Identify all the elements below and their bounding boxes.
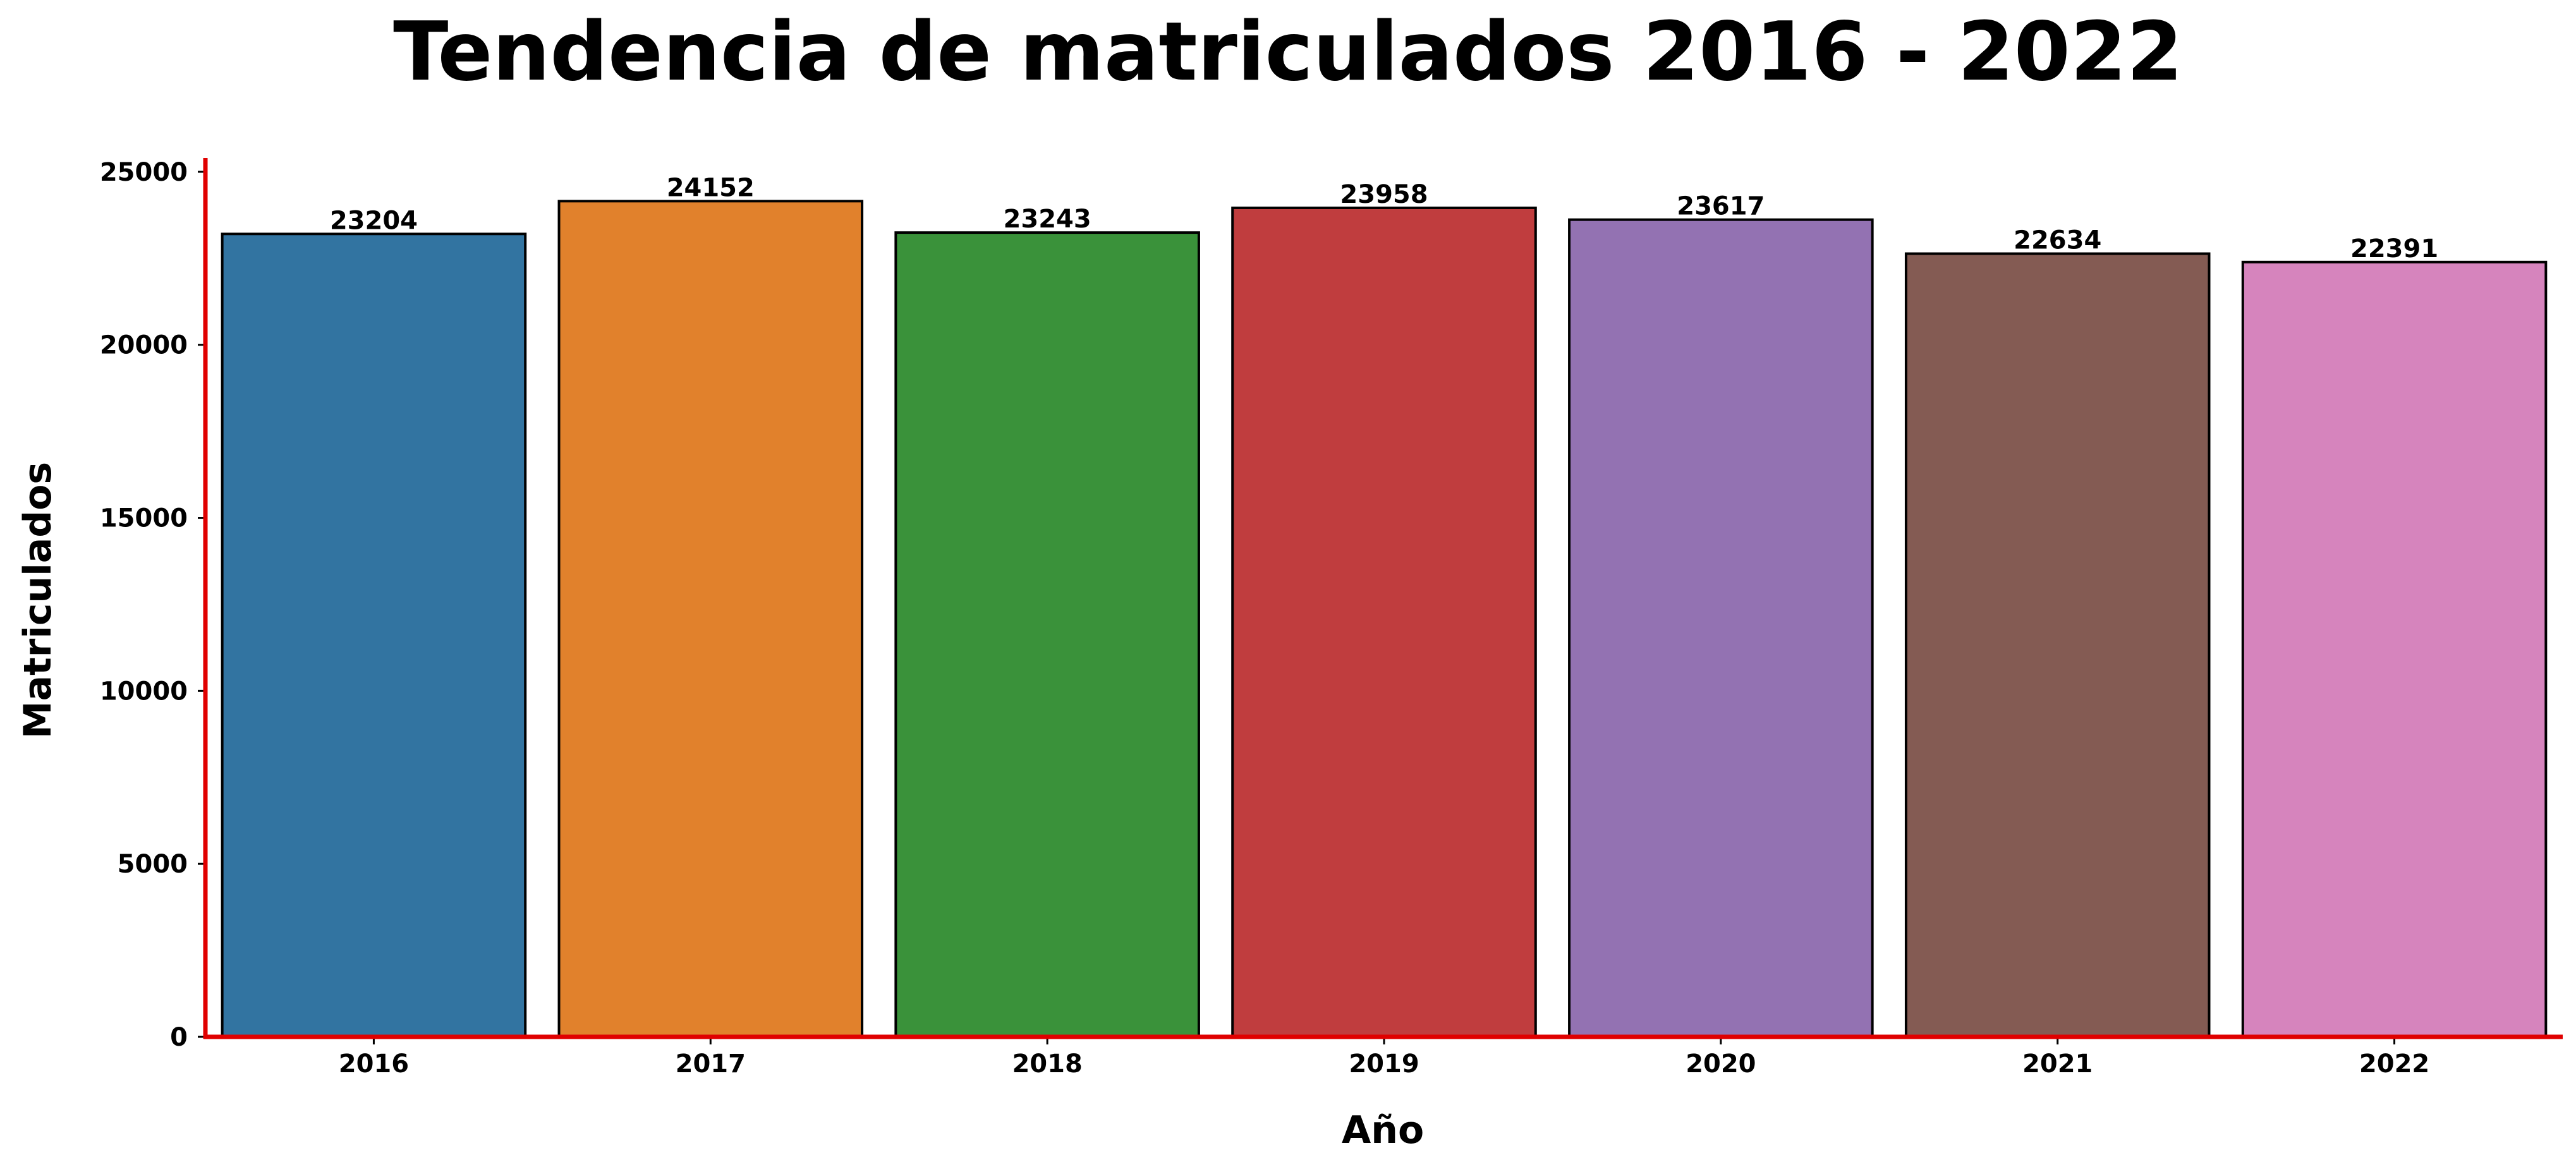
x-tick-label-2020: 2020 [1686,1049,1756,1079]
bar-2021 [1904,252,2211,1039]
y-tick-label-10000: 10000 [100,677,188,706]
bars-layer [221,200,2548,1039]
bar-2018 [894,231,1200,1038]
x-axis-title: Año [1342,1108,1424,1152]
bar-2017 [557,200,864,1038]
y-tick-label-5000: 5000 [118,850,188,879]
x-tick-label-2018: 2018 [1012,1049,1082,1079]
x-tick-label-2022: 2022 [2359,1049,2429,1079]
bar-value-label-2020: 23617 [1677,192,1765,221]
bar-value-label-2018: 23243 [1004,205,1091,234]
bar-value-label-2016: 23204 [330,206,418,235]
bar-labels-layer: 23204 24152 23243 23958 23617 22634 22391 [330,173,2438,263]
x-tick-label-2016: 2016 [339,1049,409,1079]
chart-title: Tendencia de matriculados 2016 - 2022 [393,5,2183,99]
x-tick-label-2017: 2017 [676,1049,746,1079]
y-tick-label-15000: 15000 [100,504,188,533]
y-tick-label-20000: 20000 [100,331,188,360]
bar-2022 [2241,260,2548,1039]
x-axis-ticks: 2016 2017 2018 2019 2020 2021 2022 [339,1037,2429,1079]
y-axis-title: Matriculados [16,462,60,739]
bar-2020 [1568,218,1874,1039]
bar-value-label-2019: 23958 [1340,180,1428,209]
x-tick-label-2019: 2019 [1349,1049,1419,1079]
bar-value-label-2017: 24152 [667,173,755,202]
bar-2019 [1231,206,1537,1038]
x-tick-label-2021: 2021 [2022,1049,2093,1079]
y-tick-label-0: 0 [170,1023,188,1052]
y-tick-label-25000: 25000 [100,158,188,187]
bar-2016 [221,233,527,1039]
bar-value-label-2022: 22391 [2350,234,2438,263]
bar-value-label-2021: 22634 [2014,226,2101,255]
y-axis-ticks: 0 5000 10000 15000 20000 25000 [100,158,205,1052]
